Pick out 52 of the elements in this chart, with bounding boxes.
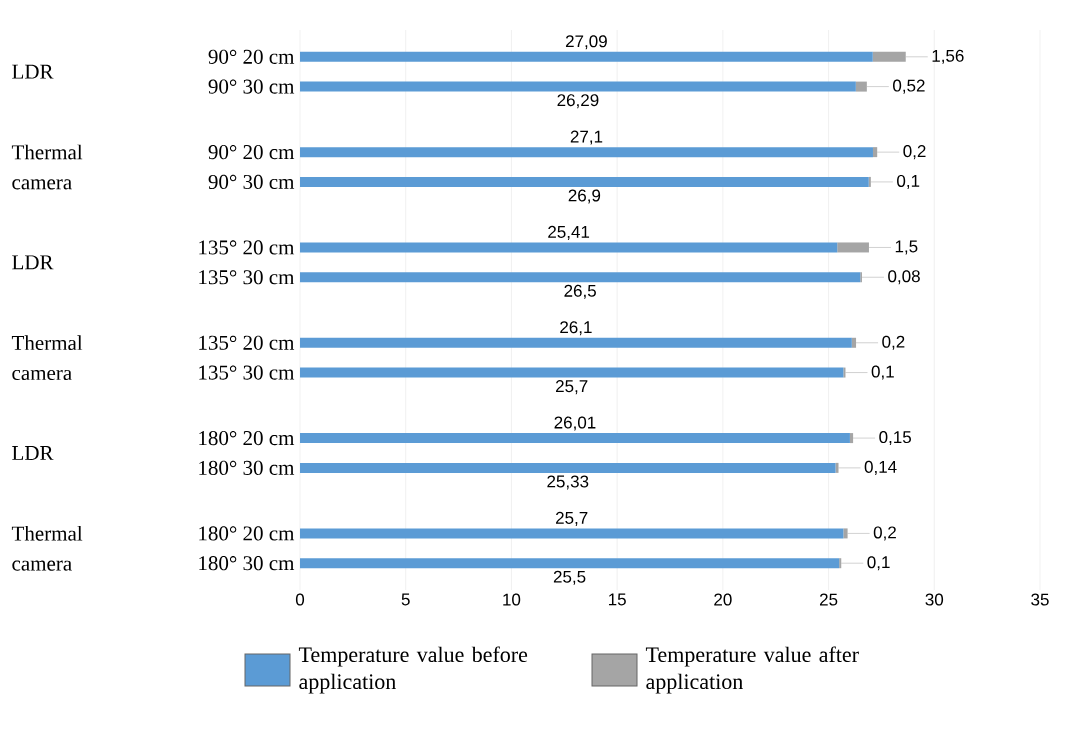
text: LDR [12, 446, 54, 460]
data-label: 0,15 [879, 431, 911, 446]
x-tick-label: 0 [295, 593, 305, 606]
text: Thermal camera [11, 335, 83, 381]
data-label: 25,7 [556, 511, 588, 526]
data-label: 25,41 [548, 225, 590, 240]
y-tick-label: 180° 30 cm [199, 556, 295, 571]
legend-label: Temperature value before application [298, 646, 528, 694]
legend-label: Temperature value after application [645, 646, 859, 694]
y-tick-label: 180° 30 cm [199, 460, 295, 475]
y-tick-label: 135° 30 cm [199, 365, 295, 380]
x-tick-label: 25 [819, 593, 838, 606]
text: Thermal camera [11, 525, 83, 571]
data-label: 27,09 [565, 35, 607, 50]
y-tick-label: 135° 30 cm [199, 270, 295, 285]
data-label: 0,14 [864, 460, 897, 475]
x-tick-label: 30 [925, 593, 944, 606]
data-label: 0,1 [897, 174, 920, 189]
x-tick-label: 10 [503, 593, 521, 606]
data-label: 26,01 [554, 416, 596, 431]
data-label: 0,1 [867, 556, 890, 571]
data-label: 26,1 [560, 321, 592, 336]
y-tick-label: 90° 30 cm [208, 174, 295, 190]
data-label: 25,7 [556, 380, 588, 395]
data-label: 1,56 [932, 49, 964, 64]
data-label: 26,9 [568, 189, 601, 204]
data-label: 26,29 [557, 94, 599, 109]
y-tick-label: 135° 20 cm [199, 240, 295, 255]
text: Thermal camera [11, 144, 83, 190]
text: LDR [12, 255, 54, 270]
y-tick-label: 90° 20 cm [208, 145, 295, 160]
data-label: 0,2 [882, 335, 905, 350]
x-tick-label: 5 [401, 593, 410, 606]
data-label: 1,5 [895, 240, 918, 255]
x-tick-label: 35 [1031, 593, 1049, 606]
data-label: 0,52 [893, 79, 925, 94]
data-label: 25,5 [553, 570, 586, 585]
data-label: 27,1 [570, 130, 603, 145]
y-tick-label: 180° 20 cm [199, 431, 295, 446]
y-tick-label: 90° 20 cm [208, 49, 295, 64]
y-tick-label: 135° 20 cm [199, 335, 295, 350]
x-tick-label: 15 [608, 593, 626, 606]
x-tick-label: 20 [714, 593, 732, 606]
data-label: 26,5 [564, 284, 596, 299]
data-label: 0,2 [903, 145, 926, 160]
y-tick-label: 90° 30 cm [208, 79, 295, 94]
data-label: 0,2 [873, 526, 896, 541]
data-label: 0,1 [871, 365, 894, 380]
data-label: 0,08 [888, 270, 920, 285]
data-label: 25,33 [547, 475, 589, 490]
text: LDR [12, 64, 54, 79]
y-tick-label: 180° 20 cm [199, 526, 295, 541]
